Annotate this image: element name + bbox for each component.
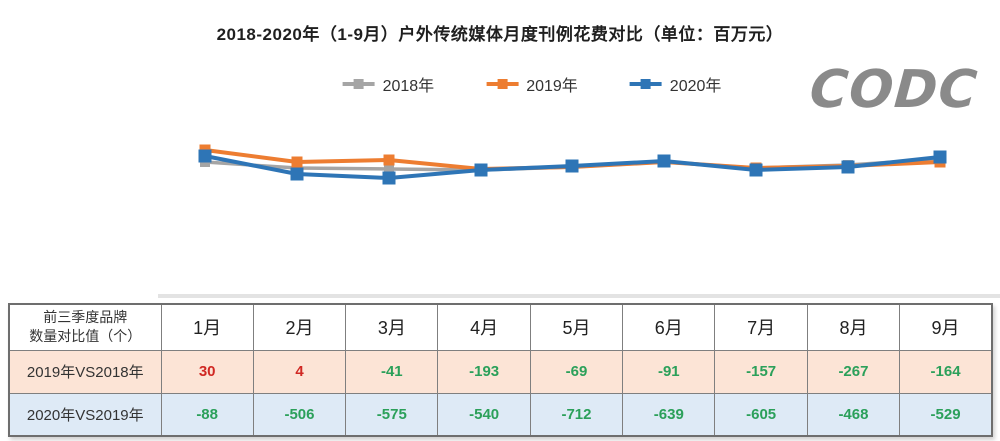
row-label-cell: 2019年VS2018年 bbox=[8, 349, 162, 394]
data-point-2020年-4月 bbox=[474, 163, 488, 177]
value-cell: -91 bbox=[622, 349, 716, 394]
value-cell: -193 bbox=[437, 349, 531, 394]
value-cell: -529 bbox=[899, 392, 993, 437]
value-cell: -267 bbox=[806, 349, 901, 394]
value-cell: -41 bbox=[345, 349, 439, 394]
data-point-2020年-1月 bbox=[198, 149, 212, 163]
comparison-table: 前三季度品牌 数量对比值（个） 1月 2月 3月 4月 5月 6月 7月 8月 9月 2019年… bbox=[8, 303, 993, 437]
value-cell: -712 bbox=[529, 392, 624, 437]
value-cell: -164 bbox=[899, 349, 993, 394]
data-point-2020年-6月 bbox=[657, 154, 671, 168]
data-point-2019年-2月 bbox=[291, 156, 303, 168]
table-header-row: 前三季度品牌 数量对比值（个） 1月 2月 3月 4月 5月 6月 7月 8月 9月 bbox=[8, 303, 993, 351]
table-row: 2019年VS2018年 30 4 -41 -193 -69 -91 -157 -267 -164 bbox=[8, 349, 993, 394]
value-cell: -506 bbox=[252, 392, 347, 437]
data-point-2019年-3月 bbox=[383, 154, 395, 166]
data-point-2020年-5月 bbox=[565, 159, 579, 173]
data-point-2020年-8月 bbox=[841, 160, 855, 174]
month-header-cell: 1月 bbox=[160, 303, 254, 351]
data-point-2020年-7月 bbox=[749, 163, 763, 177]
value-cell: -468 bbox=[806, 392, 901, 437]
value-cell: -157 bbox=[714, 349, 808, 394]
month-header-cell: 3月 bbox=[345, 303, 439, 351]
month-header-cell: 4月 bbox=[437, 303, 531, 351]
legend-marker-2020-icon bbox=[629, 78, 662, 90]
value-cell: -88 bbox=[160, 392, 254, 437]
month-header-cell: 7月 bbox=[714, 303, 808, 351]
value-cell: -605 bbox=[714, 392, 808, 437]
value-cell: 4 bbox=[252, 349, 347, 394]
legend-marker-2019-icon bbox=[486, 78, 519, 90]
legend-item-2020: 2020年 bbox=[629, 72, 722, 96]
legend-label-2019: 2019年 bbox=[526, 78, 578, 95]
data-point-2020年-9月 bbox=[933, 150, 947, 164]
value-cell: -69 bbox=[529, 349, 624, 394]
month-header-cell: 6月 bbox=[622, 303, 716, 351]
table-row: 2020年VS2019年 -88 -506 -575 -540 -712 -639 -605-… bbox=[8, 392, 993, 437]
table-top-divider bbox=[158, 294, 1000, 298]
month-header-cell: 2月 bbox=[252, 303, 347, 351]
chart-title: 2018-2020年（1-9月）户外传统媒体月度刊例花费对比（单位：百万元） bbox=[216, 25, 784, 44]
row-label-cell: 2020年VS2019年 bbox=[8, 392, 162, 437]
month-header-cell: 9月 bbox=[899, 303, 993, 351]
data-point-2020年-3月 bbox=[382, 171, 396, 185]
value-cell: 30 bbox=[160, 349, 254, 394]
value-cell: -575 bbox=[345, 392, 439, 437]
legend-item-2019: 2019年 bbox=[486, 72, 578, 96]
legend-item-2018: 2018年 bbox=[342, 72, 435, 96]
chart-legend: 2018年 2019年 2020年 bbox=[342, 72, 722, 96]
value-cell: -540 bbox=[437, 392, 531, 437]
legend-label-2018: 2018年 bbox=[382, 78, 435, 95]
line-chart bbox=[198, 144, 947, 185]
data-point-2020年-2月 bbox=[290, 167, 304, 181]
data-point-2018年-3月 bbox=[384, 164, 394, 174]
table-corner-header: 前三季度品牌 数量对比值（个） bbox=[8, 303, 162, 351]
legend-marker-2018-icon bbox=[342, 78, 375, 90]
value-cell: -639 bbox=[622, 392, 716, 437]
month-header-cell: 5月 bbox=[529, 303, 624, 351]
legend-label-2020: 2020年 bbox=[669, 78, 722, 95]
month-header-cell: 8月 bbox=[806, 303, 901, 351]
